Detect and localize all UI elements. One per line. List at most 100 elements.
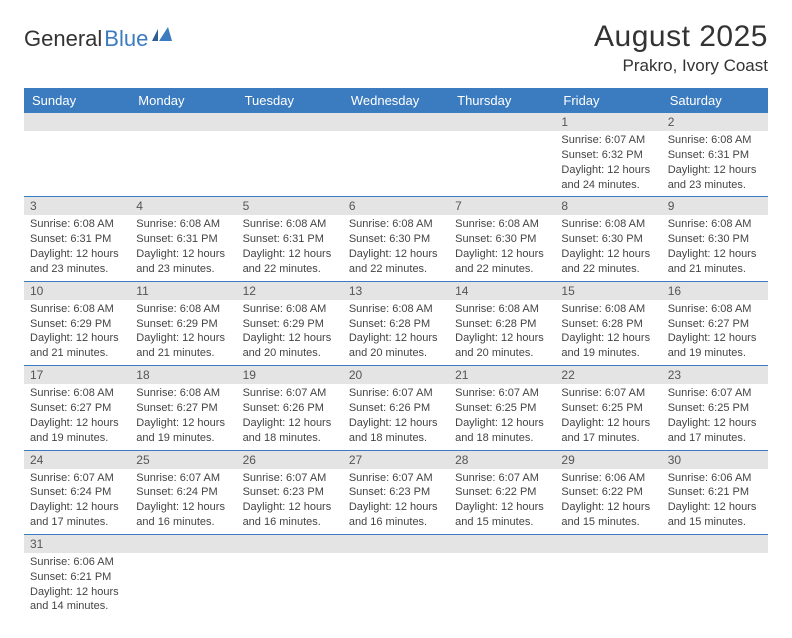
calendar-day-cell: 11Sunrise: 6:08 AMSunset: 6:29 PMDayligh… [130,281,236,365]
sunset-text: Sunset: 6:24 PM [30,485,124,500]
day-number: 18 [130,366,236,384]
day-details: Sunrise: 6:08 AMSunset: 6:28 PMDaylight:… [449,300,555,365]
day-number-empty [130,113,236,131]
calendar-day-cell: 15Sunrise: 6:08 AMSunset: 6:28 PMDayligh… [555,281,661,365]
calendar-day-cell: 26Sunrise: 6:07 AMSunset: 6:23 PMDayligh… [237,450,343,534]
sunset-text: Sunset: 6:30 PM [455,232,549,247]
calendar-day-cell [237,534,343,618]
daylight-text: Daylight: 12 hours and 18 minutes. [243,416,337,446]
day-number: 4 [130,197,236,215]
calendar-body: 1Sunrise: 6:07 AMSunset: 6:32 PMDaylight… [24,113,768,618]
day-details: Sunrise: 6:08 AMSunset: 6:28 PMDaylight:… [555,300,661,365]
sunset-text: Sunset: 6:28 PM [561,317,655,332]
calendar-day-cell: 18 Sunrise: 6:08 AMSunset: 6:27 PMDayligh… [130,366,236,450]
logo-text-blue: Blue [104,26,148,52]
sunset-text: Sunset: 6:29 PM [243,317,337,332]
day-number: 25 [130,451,236,469]
sunset-text: Sunset: 6:28 PM [455,317,549,332]
weekday-header: Thursday [449,88,555,113]
sunset-text: Sunset: 6:23 PM [349,485,443,500]
sunset-text: Sunset: 6:31 PM [243,232,337,247]
sunset-text: Sunset: 6:26 PM [243,401,337,416]
calendar-day-cell: 17Sunrise: 6:08 AMSunset: 6:27 PMDayligh… [24,366,130,450]
calendar-day-cell: 28Sunrise: 6:07 AMSunset: 6:22 PMDayligh… [449,450,555,534]
daylight-text: Daylight: 12 hours and 19 minutes. [136,416,230,446]
calendar-day-cell: 23Sunrise: 6:07 AMSunset: 6:25 PMDayligh… [662,366,768,450]
sunrise-text: Sunrise: 6:07 AM [561,386,655,401]
calendar-day-cell: 8Sunrise: 6:08 AMSunset: 6:30 PMDaylight… [555,197,661,281]
calendar-page: GeneralBlue August 2025 Prakro, Ivory Co… [0,0,792,638]
day-number: 15 [555,282,661,300]
calendar-day-cell: 24Sunrise: 6:07 AMSunset: 6:24 PMDayligh… [24,450,130,534]
sunrise-text: Sunrise: 6:07 AM [668,386,762,401]
day-details: Sunrise: 6:07 AMSunset: 6:23 PMDaylight:… [237,469,343,534]
daylight-text: Daylight: 12 hours and 22 minutes. [349,247,443,277]
day-details: Sunrise: 6:08 AMSunset: 6:29 PMDaylight:… [24,300,130,365]
day-details: Sunrise: 6:07 AMSunset: 6:23 PMDaylight:… [343,469,449,534]
daylight-text: Daylight: 12 hours and 16 minutes. [243,500,337,530]
calendar-day-cell: 2Sunrise: 6:08 AMSunset: 6:31 PMDaylight… [662,113,768,197]
day-number: 2 [662,113,768,131]
daylight-text: Daylight: 12 hours and 16 minutes. [349,500,443,530]
calendar-day-cell: 12Sunrise: 6:08 AMSunset: 6:29 PMDayligh… [237,281,343,365]
daylight-text: Daylight: 12 hours and 16 minutes. [136,500,230,530]
calendar-day-cell: 4Sunrise: 6:08 AMSunset: 6:31 PMDaylight… [130,197,236,281]
sunset-text: Sunset: 6:21 PM [30,570,124,585]
daylight-text: Daylight: 12 hours and 22 minutes. [243,247,337,277]
sunrise-text: Sunrise: 6:08 AM [349,217,443,232]
month-title: August 2025 [594,20,768,54]
location-label: Prakro, Ivory Coast [594,56,768,76]
sunset-text: Sunset: 6:30 PM [668,232,762,247]
sunrise-text: Sunrise: 6:08 AM [136,386,230,401]
day-details: Sunrise: 6:08 AMSunset: 6:27 PMDaylight:… [662,300,768,365]
daylight-text: Daylight: 12 hours and 22 minutes. [561,247,655,277]
day-number-empty [449,113,555,131]
day-details: Sunrise: 6:08 AMSunset: 6:28 PMDaylight:… [343,300,449,365]
day-details: Sunrise: 6:07 AMSunset: 6:26 PMDaylight:… [343,384,449,449]
daylight-text: Daylight: 12 hours and 19 minutes. [668,331,762,361]
sunrise-text: Sunrise: 6:07 AM [30,471,124,486]
day-number-empty [343,535,449,553]
day-number: 12 [237,282,343,300]
day-details: Sunrise: 6:08 AMSunset: 6:31 PMDaylight:… [662,131,768,196]
sunrise-text: Sunrise: 6:07 AM [455,386,549,401]
day-number: 22 [555,366,661,384]
sunset-text: Sunset: 6:27 PM [136,401,230,416]
day-number: 3 [24,197,130,215]
title-block: August 2025 Prakro, Ivory Coast [594,20,768,76]
daylight-text: Daylight: 12 hours and 15 minutes. [455,500,549,530]
day-details: Sunrise: 6:08 AMSunset: 6:29 PMDaylight:… [237,300,343,365]
day-number: 14 [449,282,555,300]
weekday-header: Tuesday [237,88,343,113]
sunrise-text: Sunrise: 6:08 AM [243,302,337,317]
sunset-text: Sunset: 6:27 PM [30,401,124,416]
daylight-text: Daylight: 12 hours and 17 minutes. [561,416,655,446]
day-details: Sunrise: 6:08 AMSunset: 6:30 PMDaylight:… [449,215,555,280]
sunrise-text: Sunrise: 6:06 AM [668,471,762,486]
calendar-day-cell [130,534,236,618]
day-details: Sunrise: 6:07 AMSunset: 6:22 PMDaylight:… [449,469,555,534]
day-number-empty [555,535,661,553]
sunset-text: Sunset: 6:21 PM [668,485,762,500]
calendar-header-row: SundayMondayTuesdayWednesdayThursdayFrid… [24,88,768,113]
daylight-text: Daylight: 12 hours and 19 minutes. [30,416,124,446]
daylight-text: Daylight: 12 hours and 21 minutes. [136,331,230,361]
calendar-day-cell: 5Sunrise: 6:08 AMSunset: 6:31 PMDaylight… [237,197,343,281]
sunset-text: Sunset: 6:23 PM [243,485,337,500]
sunrise-text: Sunrise: 6:07 AM [349,471,443,486]
daylight-text: Daylight: 12 hours and 23 minutes. [668,163,762,193]
weekday-header: Wednesday [343,88,449,113]
sunrise-text: Sunrise: 6:08 AM [668,133,762,148]
day-number: 21 [449,366,555,384]
day-details: Sunrise: 6:08 AMSunset: 6:30 PMDaylight:… [555,215,661,280]
weekday-header: Sunday [24,88,130,113]
daylight-text: Daylight: 12 hours and 17 minutes. [30,500,124,530]
sunset-text: Sunset: 6:31 PM [668,148,762,163]
weekday-header: Saturday [662,88,768,113]
day-number: 29 [555,451,661,469]
page-header: GeneralBlue August 2025 Prakro, Ivory Co… [24,20,768,76]
calendar-day-cell: 6Sunrise: 6:08 AMSunset: 6:30 PMDaylight… [343,197,449,281]
daylight-text: Daylight: 12 hours and 20 minutes. [349,331,443,361]
calendar-day-cell [237,113,343,197]
day-number-empty [343,113,449,131]
